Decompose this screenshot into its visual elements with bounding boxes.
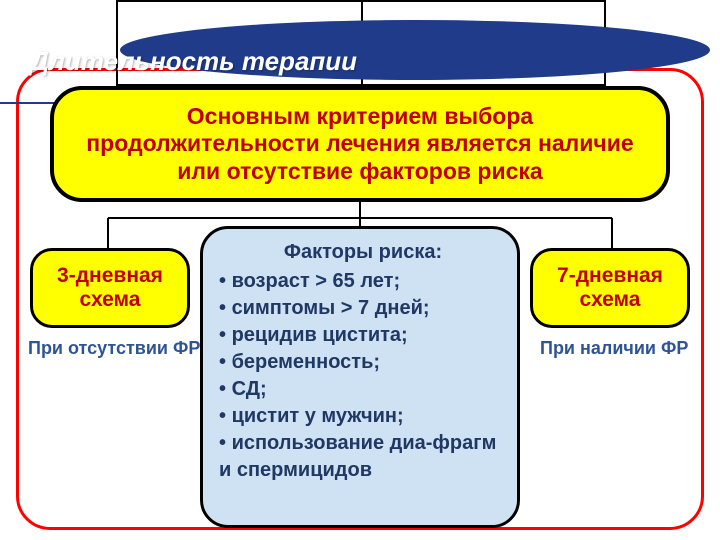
risk-factors-box: Факторы риска: возраст > 65 лет;симптомы… bbox=[200, 226, 520, 528]
scheme-3-day-label: 3-дневная схема bbox=[37, 264, 183, 312]
risk-factors-title: Факторы риска: bbox=[217, 239, 509, 266]
risk-factor-item: рецидив цистита; bbox=[219, 322, 509, 349]
scheme-7-day-label: 7-дневная схема bbox=[537, 264, 683, 312]
scheme-3-day-box: 3-дневная схема bbox=[30, 248, 190, 328]
connector-mid bbox=[359, 218, 361, 226]
main-criterion-text: Основным критерием выбора продолжительно… bbox=[74, 103, 646, 186]
main-criterion-box: Основным критерием выбора продолжительно… bbox=[50, 86, 670, 202]
risk-factor-item: СД; bbox=[219, 376, 509, 403]
caption-no-risk: При отсутствии ФР bbox=[28, 338, 200, 359]
connector-left bbox=[107, 218, 109, 248]
slide-stage: Длительность терапии Основным критерием … bbox=[0, 0, 720, 540]
risk-factor-item: цистит у мужчин; bbox=[219, 403, 509, 430]
connector-right bbox=[611, 218, 613, 248]
risk-factor-item: беременность; bbox=[219, 349, 509, 376]
slide-title: Длительность терапии bbox=[30, 46, 357, 77]
connector-trunk bbox=[359, 202, 361, 218]
risk-factors-list: возраст > 65 лет;симптомы > 7 дней;рецид… bbox=[217, 268, 509, 484]
risk-factor-item: возраст > 65 лет; bbox=[219, 268, 509, 295]
caption-with-risk: При наличии ФР bbox=[540, 338, 688, 359]
scheme-7-day-box: 7-дневная схема bbox=[530, 248, 690, 328]
risk-factor-item: симптомы > 7 дней; bbox=[219, 295, 509, 322]
risk-factor-item: использование диа-фрагм и спермицидов bbox=[219, 430, 509, 484]
